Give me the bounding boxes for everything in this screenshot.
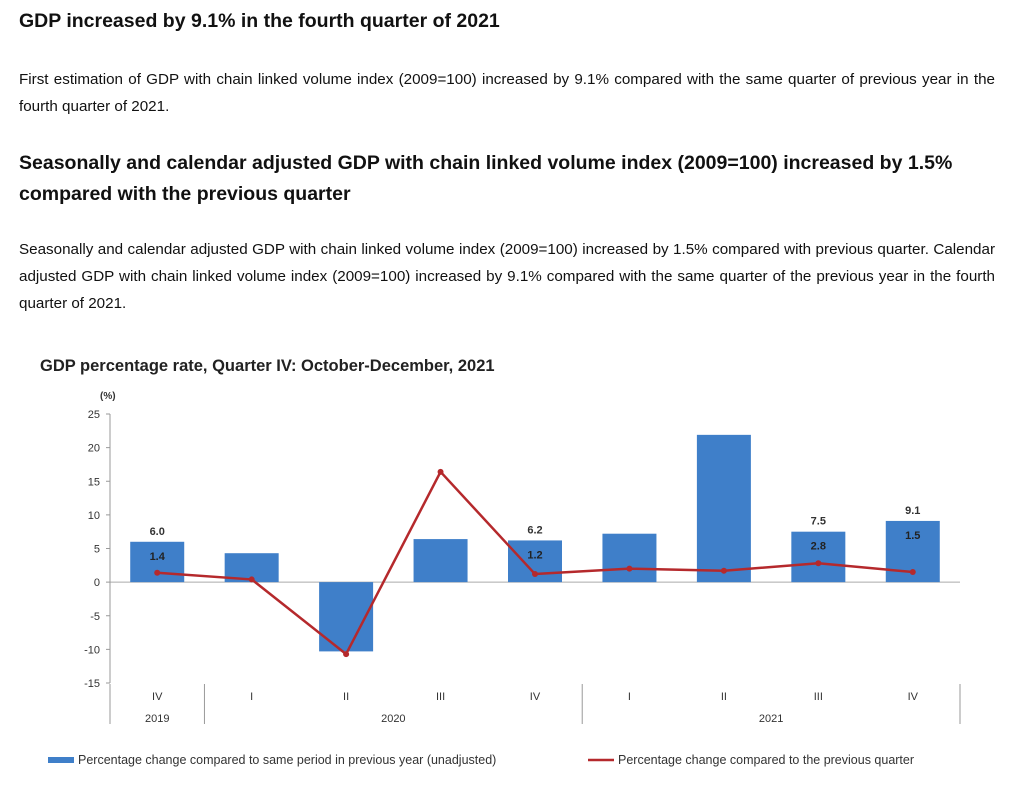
- x-tick-label: II: [721, 691, 727, 703]
- bar-data-label: 6.0: [150, 526, 165, 538]
- y-tick-label: -5: [90, 611, 100, 623]
- y-tick-label: 25: [88, 409, 100, 421]
- line-data-label: 1.5: [905, 530, 920, 542]
- y-tick-label: 20: [88, 443, 100, 455]
- x-tick-label: II: [343, 691, 349, 703]
- line-data-label: 1.4: [150, 551, 166, 563]
- x-tick-label: I: [250, 691, 253, 703]
- bar-data-label: 9.1: [905, 505, 920, 517]
- chart-legend: Percentage change compared to same perio…: [48, 753, 914, 767]
- y-tick-label: -10: [84, 644, 100, 656]
- x-tick-label: IV: [908, 691, 919, 703]
- line-point: [815, 560, 822, 567]
- x-tick-label: IV: [152, 691, 163, 703]
- year-label: 2020: [381, 713, 405, 725]
- line-data-label: 1.2: [527, 549, 542, 561]
- bar: [791, 531, 846, 583]
- line-data-label: 2.8: [811, 541, 826, 553]
- section-paragraph: Seasonally and calendar adjusted GDP wit…: [19, 241, 995, 312]
- y-tick-label: 10: [88, 510, 100, 522]
- line-point: [720, 567, 727, 574]
- intro-paragraph: First estimation of GDP with chain linke…: [19, 71, 995, 115]
- y-axis-label: (%): [100, 391, 116, 402]
- bar: [602, 533, 657, 583]
- legend-bar-swatch: [48, 757, 74, 763]
- bar: [696, 434, 751, 583]
- line-point: [626, 565, 633, 572]
- bar: [413, 539, 468, 583]
- line-point: [154, 569, 161, 576]
- section-heading: Seasonally and calendar adjusted GDP wit…: [19, 152, 953, 205]
- line-point: [437, 468, 444, 475]
- legend-line-label: Percentage change compared to the previo…: [618, 753, 914, 767]
- page-heading: GDP increased by 9.1% in the fourth quar…: [19, 10, 500, 32]
- bar-data-label: 6.2: [527, 524, 542, 536]
- bar-data-label: 7.5: [811, 516, 826, 528]
- year-label: 2019: [145, 713, 169, 725]
- chart-title: GDP percentage rate, Quarter IV: October…: [40, 357, 495, 375]
- y-tick-label: -15: [84, 678, 100, 690]
- gdp-chart: GDP percentage rate, Quarter IV: October…: [40, 357, 961, 767]
- x-tick-label: III: [814, 691, 823, 703]
- x-tick-label: III: [436, 691, 445, 703]
- year-label: 2021: [759, 713, 783, 725]
- y-tick-label: 5: [94, 544, 100, 556]
- line-point: [248, 576, 255, 583]
- x-tick-label: IV: [530, 691, 541, 703]
- line-point: [343, 651, 350, 658]
- line-point: [909, 569, 916, 576]
- legend-bar-label: Percentage change compared to same perio…: [78, 753, 496, 767]
- line-point: [532, 571, 538, 578]
- x-tick-label: I: [628, 691, 631, 703]
- y-tick-label: 15: [88, 476, 100, 488]
- y-tick-label: 0: [94, 577, 100, 589]
